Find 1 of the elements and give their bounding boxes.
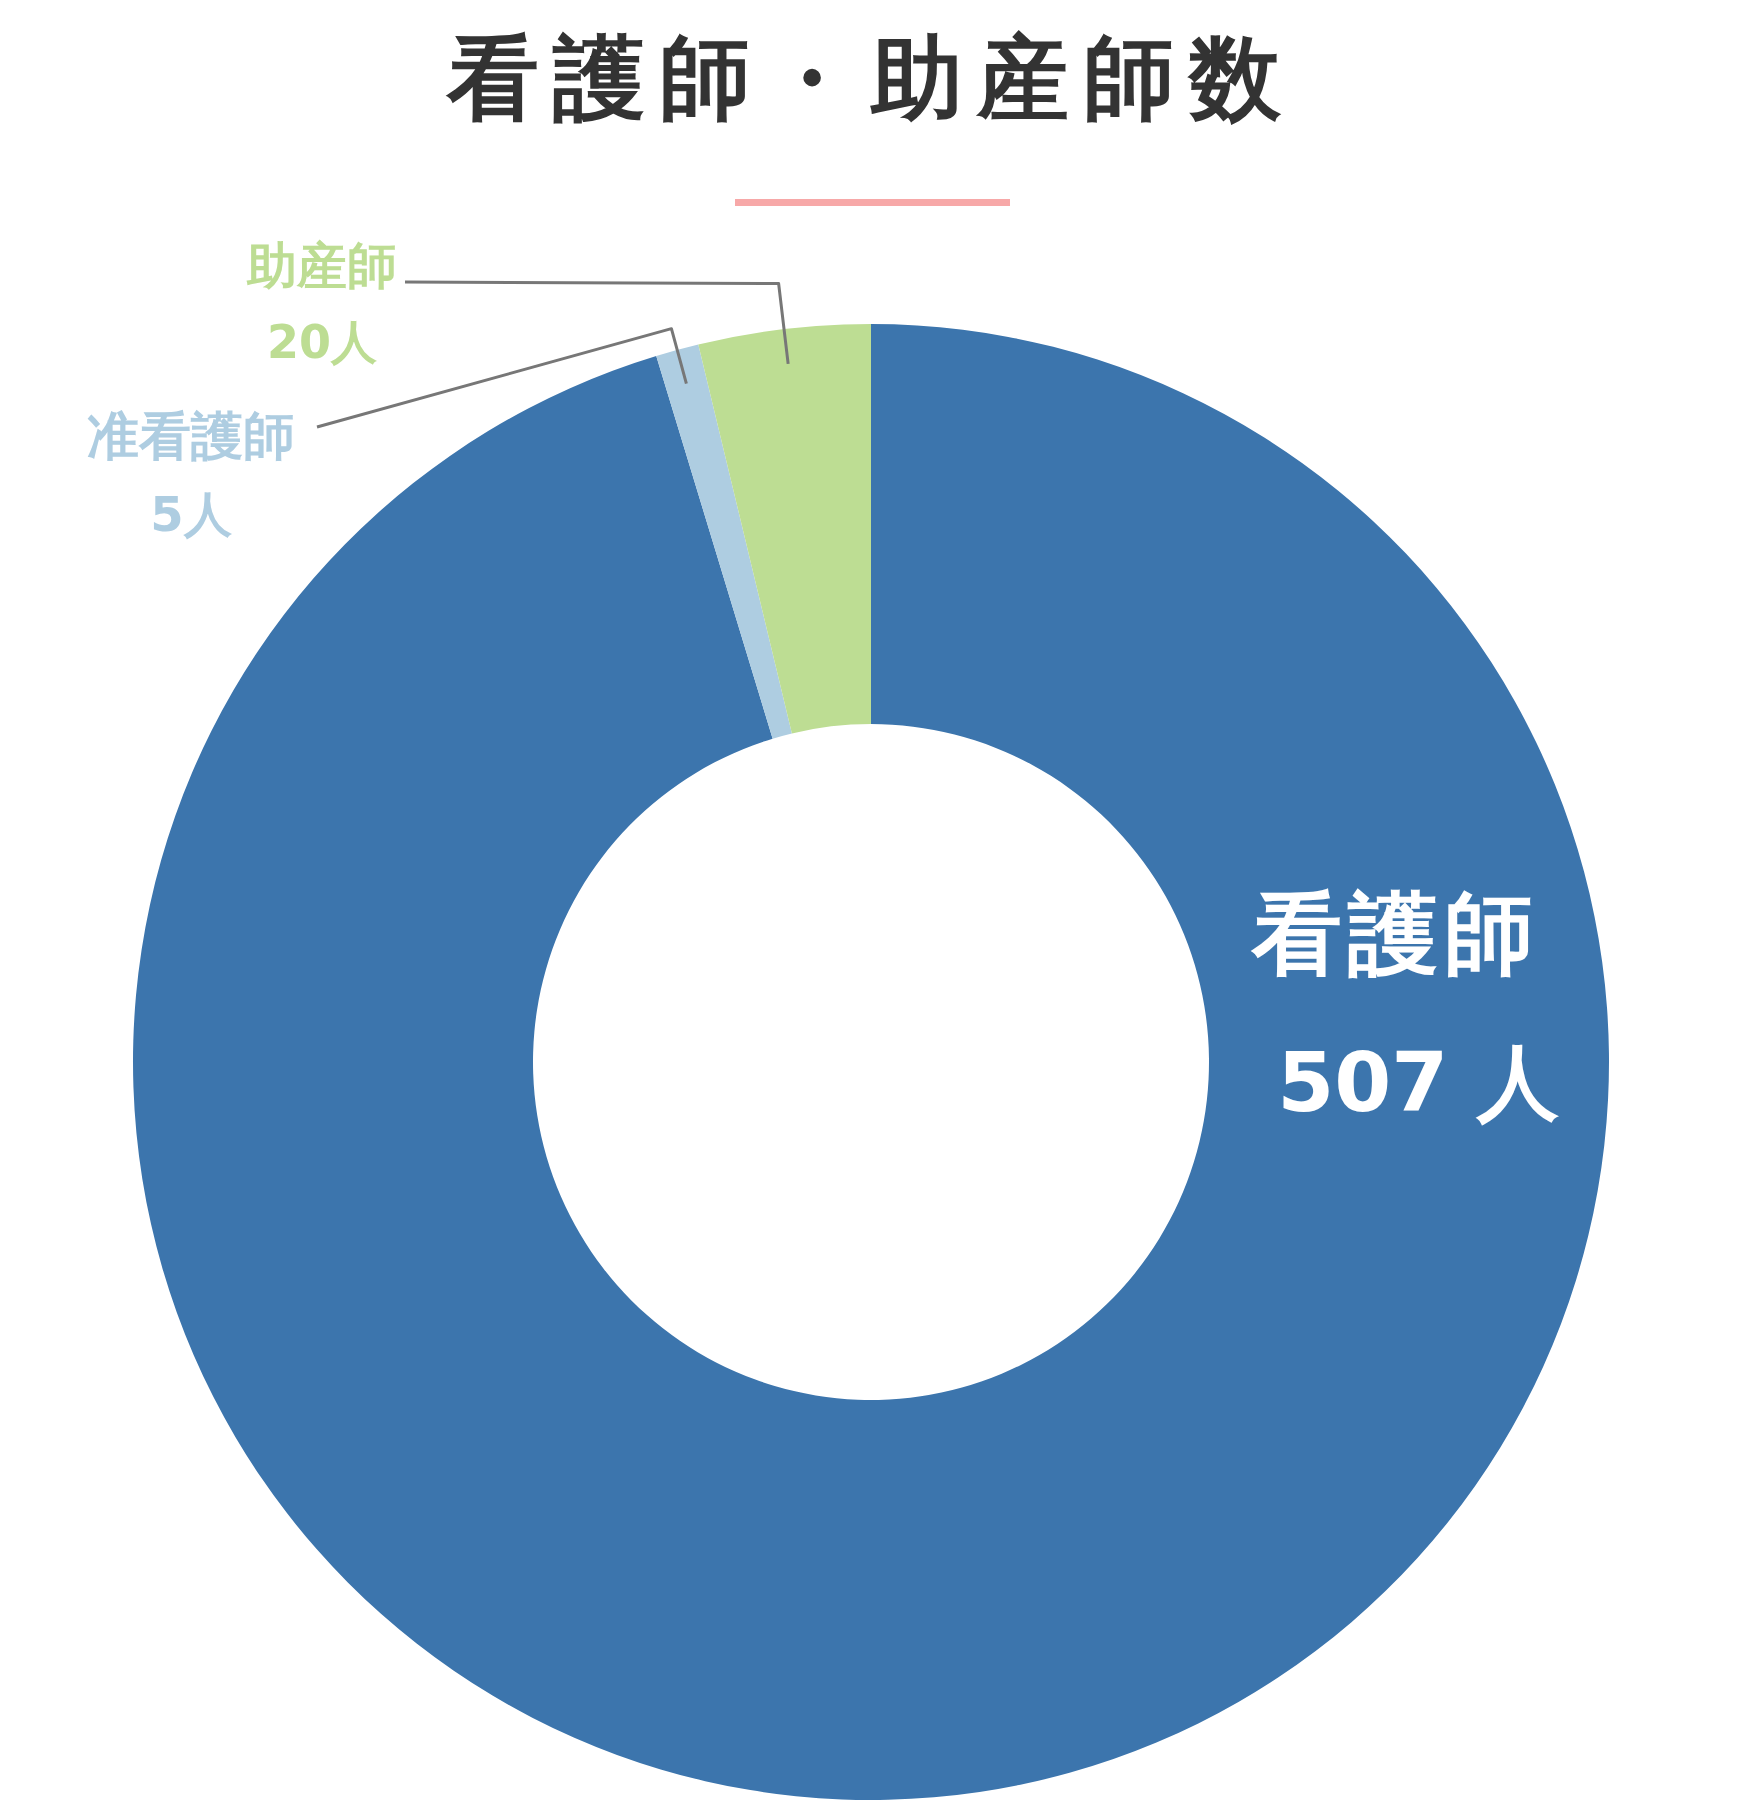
title: 看護師・助産師数 [447,24,1295,132]
